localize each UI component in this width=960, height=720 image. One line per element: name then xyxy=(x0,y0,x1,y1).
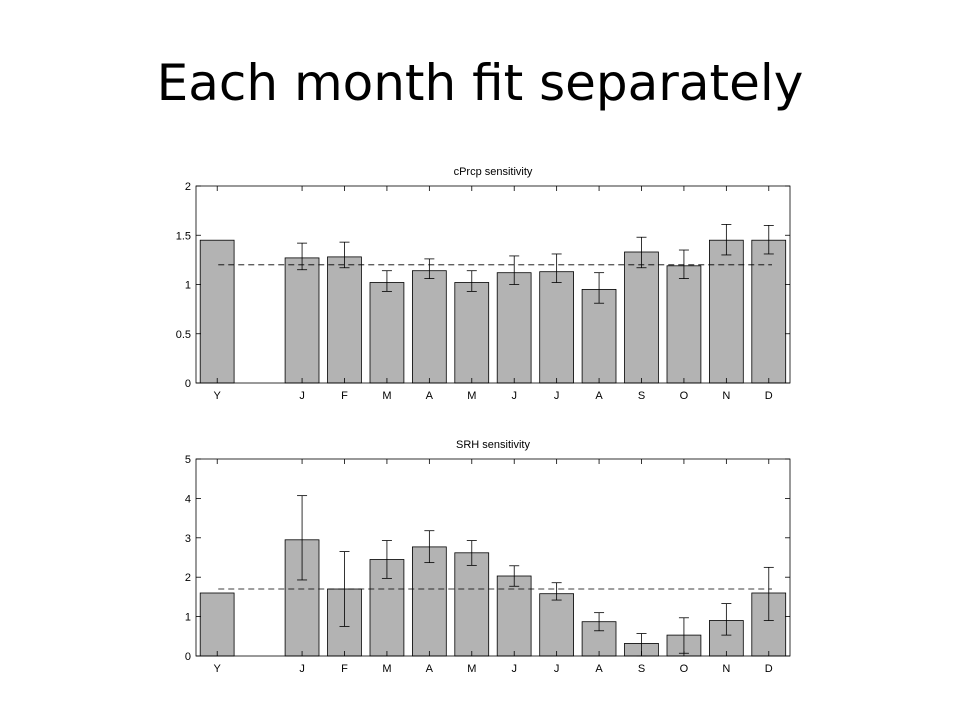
error-bar xyxy=(551,253,562,283)
y-tick-label: 2 xyxy=(185,181,191,193)
bar xyxy=(327,256,362,384)
slide-title: Each month fit separately xyxy=(156,54,804,112)
bar xyxy=(581,288,617,384)
bar xyxy=(454,282,490,384)
y-tick-label: 3 xyxy=(185,533,191,545)
bar xyxy=(496,575,532,657)
error-bar xyxy=(466,540,477,566)
error-bar xyxy=(381,540,392,579)
x-tick-label: A xyxy=(426,390,434,402)
bar xyxy=(751,239,787,384)
error-bar xyxy=(721,224,732,256)
error-bar xyxy=(424,530,435,564)
x-tick-label: O xyxy=(680,663,689,675)
x-tick-label: J xyxy=(554,663,560,675)
y-tick-label: 0 xyxy=(185,651,191,663)
error-bar xyxy=(763,224,774,255)
x-tick-label: J xyxy=(511,390,517,402)
error-bar xyxy=(721,603,732,636)
y-tick-label: 2 xyxy=(185,572,191,584)
x-tick-label: J xyxy=(511,663,517,675)
x-tick-label: N xyxy=(722,663,730,675)
x-tick-label: D xyxy=(765,663,773,675)
error-bar xyxy=(509,255,520,285)
bar xyxy=(454,552,490,657)
error-bar xyxy=(424,258,435,279)
y-tick-label: 5 xyxy=(185,454,191,466)
x-tick-label: J xyxy=(299,390,305,402)
error-bar xyxy=(466,270,477,292)
chart-title: cPrcp sensitivity xyxy=(454,166,533,178)
x-tick-label: A xyxy=(595,390,603,402)
bar xyxy=(199,239,235,384)
x-tick-label: Y xyxy=(214,390,222,402)
x-tick-label: S xyxy=(638,390,645,402)
error-bar xyxy=(594,272,605,304)
chart-1: cPrcp sensitivity 0 0.5 1 1.5 2 Y J F M A M J J A S O N D xyxy=(176,166,791,402)
bar xyxy=(666,265,702,384)
error-bar xyxy=(339,551,350,627)
y-tick-label: 4 xyxy=(185,493,191,505)
x-tick-label: F xyxy=(341,663,348,675)
x-tick-label: M xyxy=(382,663,391,675)
bar xyxy=(624,251,659,384)
x-tick-label: Y xyxy=(214,663,222,675)
x-tick-label: D xyxy=(765,390,773,402)
bar xyxy=(411,546,447,657)
error-bar xyxy=(381,270,392,292)
y-tick-label: 1 xyxy=(185,280,191,292)
x-tick-label: M xyxy=(382,390,391,402)
y-tick-label: 1.5 xyxy=(176,230,191,242)
x-tick-label: S xyxy=(638,663,645,675)
bar xyxy=(539,271,575,384)
bar xyxy=(709,239,744,384)
error-bar xyxy=(636,236,647,269)
y-tick-label: 0.5 xyxy=(176,329,191,341)
bar xyxy=(284,257,320,384)
error-bar xyxy=(509,565,520,587)
x-tick-label: J xyxy=(299,663,305,675)
x-tick-label: F xyxy=(341,390,348,402)
x-tick-label: A xyxy=(595,663,603,675)
chart-title: SRH sensitivity xyxy=(456,439,530,451)
error-bar xyxy=(763,566,774,621)
x-tick-label: M xyxy=(467,390,476,402)
x-tick-label: O xyxy=(680,390,689,402)
error-bar xyxy=(297,242,308,271)
bar xyxy=(496,272,532,384)
x-tick-label: N xyxy=(722,390,730,402)
x-tick-label: A xyxy=(426,663,434,675)
bar xyxy=(199,592,235,657)
bar xyxy=(411,270,447,384)
bar xyxy=(369,282,405,384)
error-bar xyxy=(594,612,605,632)
x-tick-label: J xyxy=(554,390,560,402)
x-tick-label: M xyxy=(467,663,476,675)
error-bar xyxy=(297,495,308,581)
error-bar xyxy=(551,582,562,601)
error-bar xyxy=(678,249,689,279)
y-tick-label: 1 xyxy=(185,612,191,624)
y-tick-label: 0 xyxy=(185,378,191,390)
plot-frame xyxy=(195,458,791,657)
bar xyxy=(539,593,575,657)
chart-2: SRH sensitivity 0 1 2 3 4 5 Y J F M A M J J A S O N D xyxy=(185,439,791,675)
error-bar xyxy=(339,241,350,269)
